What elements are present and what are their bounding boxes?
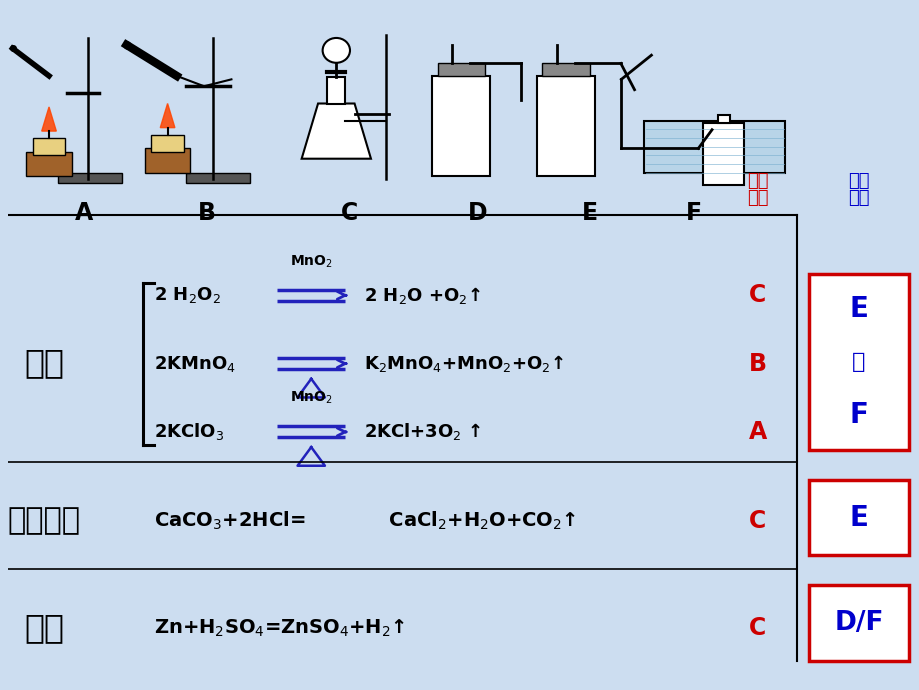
Text: 氢气: 氢气 — [25, 611, 64, 644]
Bar — [437, 63, 484, 76]
Bar — [808, 585, 908, 661]
Text: 2KMnO$_4$: 2KMnO$_4$ — [153, 354, 235, 373]
Bar — [808, 274, 908, 450]
Text: C: C — [748, 509, 766, 533]
Text: F: F — [848, 401, 868, 428]
Text: B: B — [748, 352, 766, 375]
Bar — [327, 77, 345, 104]
Text: 装置: 装置 — [847, 189, 868, 207]
Text: 2 H$_2$O$_2$: 2 H$_2$O$_2$ — [153, 286, 221, 305]
Ellipse shape — [323, 38, 349, 63]
Text: 2KCl+3O$_2$ ↑: 2KCl+3O$_2$ ↑ — [363, 422, 481, 442]
Text: MnO$_2$: MnO$_2$ — [289, 390, 333, 406]
Text: A: A — [74, 201, 93, 224]
Text: E: E — [848, 295, 868, 323]
Polygon shape — [41, 107, 56, 131]
Bar — [808, 480, 908, 555]
Text: K$_2$MnO$_4$+MnO$_2$+O$_2$↑: K$_2$MnO$_4$+MnO$_2$+O$_2$↑ — [363, 353, 563, 374]
Text: D: D — [468, 201, 487, 224]
Text: A: A — [748, 420, 766, 444]
Bar — [643, 121, 785, 172]
Bar — [151, 135, 184, 152]
Bar — [32, 138, 65, 155]
Bar — [144, 148, 190, 172]
Text: Zn+H$_2$SO$_4$=ZnSO$_4$+H$_2$↑: Zn+H$_2$SO$_4$=ZnSO$_4$+H$_2$↑ — [153, 618, 404, 638]
Text: E: E — [848, 504, 868, 531]
Bar — [537, 76, 595, 176]
Bar — [432, 76, 490, 176]
Text: CaCO$_3$+2HCl=: CaCO$_3$+2HCl= — [153, 510, 305, 532]
Text: F: F — [685, 201, 701, 224]
Bar — [542, 63, 589, 76]
Text: 二氧化碳: 二氧化碳 — [8, 506, 81, 535]
Bar — [703, 123, 743, 185]
Text: 发生: 发生 — [746, 172, 767, 190]
Text: 或: 或 — [851, 352, 865, 372]
Text: C: C — [341, 201, 358, 224]
Bar — [717, 115, 730, 123]
Text: E: E — [581, 201, 597, 224]
Text: B: B — [198, 201, 216, 224]
Text: C: C — [748, 616, 766, 640]
Polygon shape — [301, 104, 370, 159]
Bar — [186, 172, 249, 183]
Polygon shape — [160, 104, 175, 128]
Text: D/F: D/F — [834, 610, 882, 636]
Text: 收集: 收集 — [847, 172, 868, 190]
Bar — [27, 152, 72, 176]
Text: C: C — [748, 284, 766, 307]
Text: CaCl$_2$+H$_2$O+CO$_2$↑: CaCl$_2$+H$_2$O+CO$_2$↑ — [381, 510, 576, 532]
Text: 氧气: 氧气 — [25, 346, 64, 379]
Text: 装置: 装置 — [746, 189, 767, 207]
Text: MnO$_2$: MnO$_2$ — [289, 253, 333, 270]
Text: 2 H$_2$O +O$_2$↑: 2 H$_2$O +O$_2$↑ — [363, 285, 480, 306]
Bar — [58, 172, 122, 183]
Text: 2KClO$_3$: 2KClO$_3$ — [153, 422, 224, 442]
